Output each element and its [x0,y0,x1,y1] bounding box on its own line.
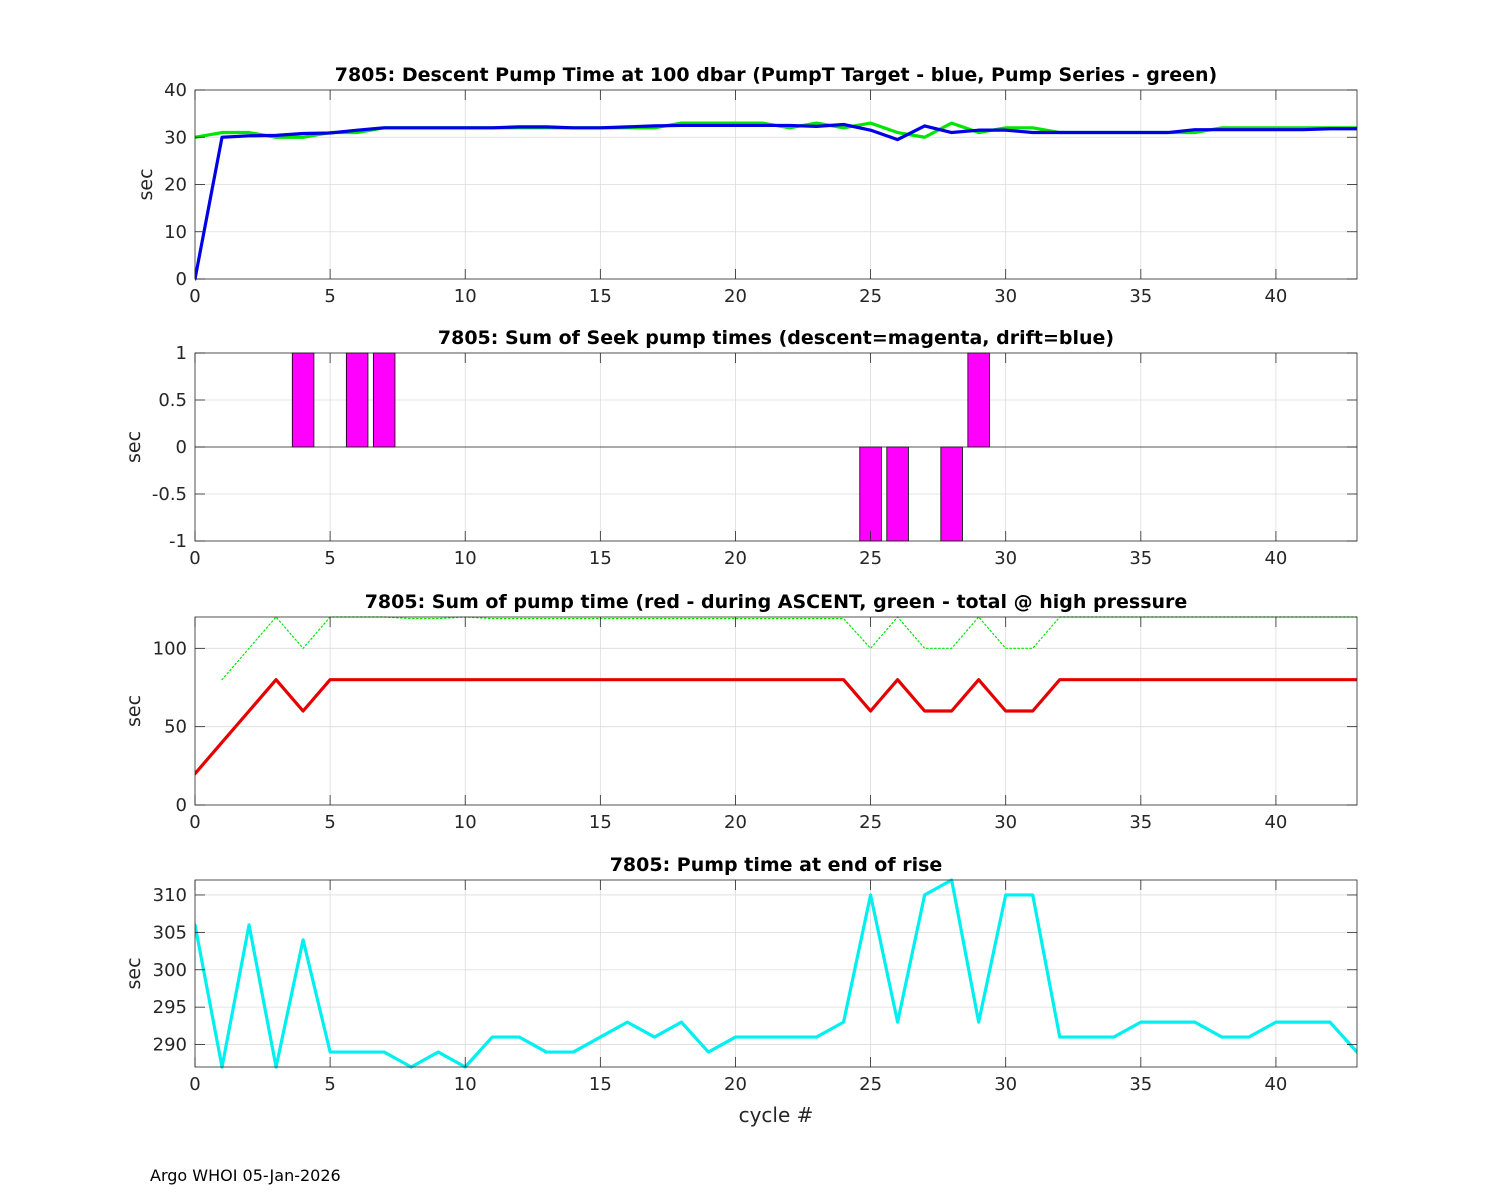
y-tick-label: 1 [176,343,187,364]
y-tick-label: 290 [153,1035,187,1056]
chart-panel-4: 0 5 10 15 20 25 30 35 40 290 295 300 305 310 7805: Pum… [123,854,1358,1127]
x-tick-label: 25 [859,548,882,569]
y-tick-label: 50 [164,717,187,738]
y-tick-label: -0.5 [152,484,187,505]
x-tick-label: 30 [994,1074,1017,1095]
plot-area [195,617,1357,805]
bar [967,352,990,448]
y-tick-label: 300 [153,960,187,981]
y-tick-label: 40 [164,80,187,101]
x-tick-label: 5 [324,1074,335,1095]
y-tick-label: 0 [176,269,187,290]
y-tick-label: 0.5 [158,390,187,411]
chart-panel-2: 0 5 10 15 20 25 30 35 40 -1 -0.5 0 0.5 1 7805: Sum of … [123,327,1358,569]
y-axis-label: sec [123,695,145,727]
x-tick-label: 15 [589,548,612,569]
data-layer [195,121,1357,281]
x-tick-label: 30 [994,812,1017,833]
y-tick-label: 305 [153,922,187,943]
chart-title: 7805: Pump time at end of rise [610,854,943,876]
x-tick-label: 10 [454,548,477,569]
x-tick-label: 5 [324,548,335,569]
footer-credit: Argo WHOI 05-Jan-2026 [150,1166,341,1185]
axes-box [194,879,1358,1068]
x-tick-label: 20 [724,286,747,307]
y-axis-label: sec [123,431,145,463]
x-tick-label: 40 [1264,286,1287,307]
chart-title: 7805: Sum of pump time (red - during ASC… [365,591,1188,613]
x-axis-label: cycle # [739,1103,814,1127]
x-tick-label: 35 [1129,286,1152,307]
data-layer [195,878,1357,1069]
x-tick-label: 15 [589,286,612,307]
y-tick-label: 310 [153,885,187,906]
plot-area [195,880,1357,1067]
x-tick-label: 15 [589,812,612,833]
x-tick-label: 10 [454,286,477,307]
y-tick-label: 100 [153,638,187,659]
x-tick-label: 40 [1264,1074,1287,1095]
x-tick-label: 25 [859,812,882,833]
series-line-2 [195,678,1357,776]
y-tick-label: 10 [164,222,187,243]
chart-title: 7805: Descent Pump Time at 100 dbar (Pum… [335,64,1218,86]
x-tick-label: 15 [589,1074,612,1095]
bar [345,352,369,448]
chart-title: 7805: Sum of Seek pump times (descent=ma… [438,327,1114,349]
chart-panel-3: 0 5 10 15 20 25 30 35 40 0 50 100 7805: Sum of pump … [123,591,1358,833]
x-tick-label: 20 [724,548,747,569]
axes-box [194,616,1358,806]
bar [291,352,315,448]
bar [886,446,909,542]
bar [859,446,882,542]
x-tick-label: 35 [1129,812,1152,833]
x-tick-label: 20 [724,1074,747,1095]
y-tick-label: -1 [169,531,187,552]
x-tick-label: 20 [724,812,747,833]
x-tick-label: 5 [324,286,335,307]
y-tick-label: 295 [153,997,187,1018]
x-tick-label: 0 [189,1074,200,1095]
x-tick-label: 0 [189,286,200,307]
y-tick-label: 20 [164,175,187,196]
x-tick-label: 5 [324,812,335,833]
x-tick-label: 35 [1129,548,1152,569]
y-tick-label: 0 [176,437,187,458]
x-tick-label: 30 [994,548,1017,569]
chart-panel-1: 0 5 10 15 20 25 30 35 40 0 10 20 30 40 7805: Descent P… [135,64,1358,307]
x-tick-label: 10 [454,1074,477,1095]
series-line-1 [195,878,1357,1069]
x-tick-label: 40 [1264,812,1287,833]
y-axis-label: sec [123,957,145,989]
x-tick-label: 30 [994,286,1017,307]
y-axis-label: sec [135,168,157,200]
data-layer [291,352,990,542]
bar [372,352,396,448]
x-tick-label: 10 [454,812,477,833]
y-tick-label: 0 [176,795,187,816]
y-tick-label: 30 [164,127,187,148]
x-tick-label: 40 [1264,548,1287,569]
x-tick-label: 35 [1129,1074,1152,1095]
x-tick-label: 0 [189,548,200,569]
bar [940,446,963,542]
x-tick-label: 0 [189,812,200,833]
x-tick-label: 25 [859,286,882,307]
x-tick-label: 25 [859,1074,882,1095]
series-line-2 [195,122,1357,281]
